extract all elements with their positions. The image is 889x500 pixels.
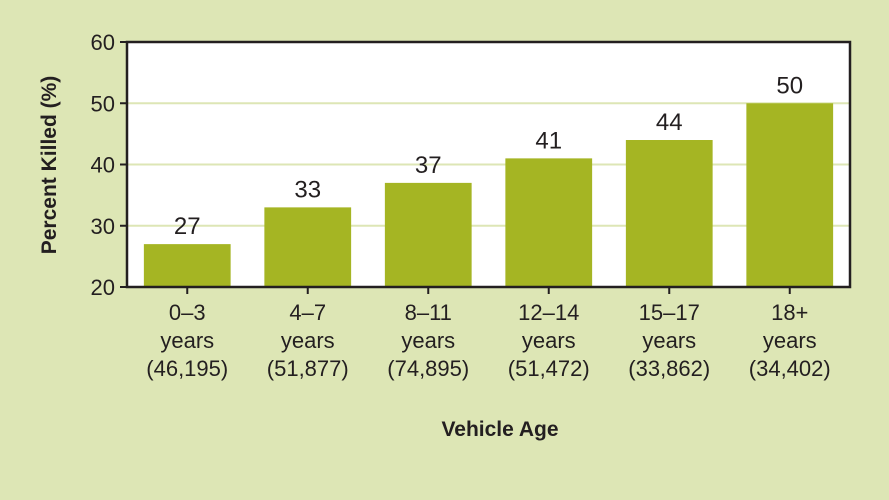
bar bbox=[505, 158, 593, 287]
x-tick-label: 18+ bbox=[771, 300, 808, 325]
x-tick-label: (51,877) bbox=[267, 356, 349, 381]
bars: 27 33 37 41 44 50 bbox=[143, 72, 834, 287]
x-tick-label: 4–7 bbox=[289, 300, 326, 325]
x-axis-categories: 0–3 years (46,195) 4–7 years (51,877) 8–11 year… bbox=[146, 287, 831, 381]
x-tick-label: (34,402) bbox=[749, 356, 831, 381]
x-tick-label: (33,862) bbox=[628, 356, 710, 381]
x-tick-label: 15–17 bbox=[639, 300, 700, 325]
bar-value-label: 41 bbox=[535, 127, 562, 154]
bar bbox=[746, 103, 834, 287]
y-tick-label: 20 bbox=[91, 275, 115, 300]
bar-value-label: 44 bbox=[656, 109, 683, 136]
x-tick-label: years bbox=[160, 328, 214, 353]
y-axis-title: Percent Killed (%) bbox=[38, 76, 61, 255]
x-tick-label: 12–14 bbox=[518, 300, 579, 325]
bar-value-label: 50 bbox=[776, 72, 803, 99]
bar-value-label: 27 bbox=[174, 213, 201, 240]
x-tick-label: 8–11 bbox=[405, 300, 452, 325]
bar bbox=[143, 244, 231, 287]
x-tick-label: 0–3 bbox=[169, 300, 206, 325]
y-tick-label: 60 bbox=[91, 30, 115, 55]
bar-value-label: 33 bbox=[294, 176, 321, 203]
x-tick-label: (46,195) bbox=[146, 356, 228, 381]
gridlines bbox=[127, 102, 850, 227]
x-tick-label: years bbox=[522, 328, 576, 353]
y-tick-label: 50 bbox=[91, 91, 115, 116]
x-tick-label: years bbox=[763, 328, 817, 353]
bar bbox=[384, 182, 472, 287]
x-tick-label: (74,895) bbox=[387, 356, 469, 381]
bar-value-label: 37 bbox=[415, 152, 442, 179]
x-tick-label: years bbox=[281, 328, 335, 353]
y-tick-label: 30 bbox=[91, 214, 115, 239]
bar bbox=[625, 140, 713, 287]
y-axis-ticks: 20 30 40 50 60 bbox=[91, 30, 127, 300]
bar bbox=[264, 207, 352, 287]
x-tick-label: years bbox=[642, 328, 696, 353]
x-tick-label: years bbox=[401, 328, 455, 353]
y-tick-label: 40 bbox=[91, 153, 115, 178]
x-axis-title: Vehicle Age bbox=[441, 418, 558, 441]
x-tick-label: (51,472) bbox=[508, 356, 590, 381]
